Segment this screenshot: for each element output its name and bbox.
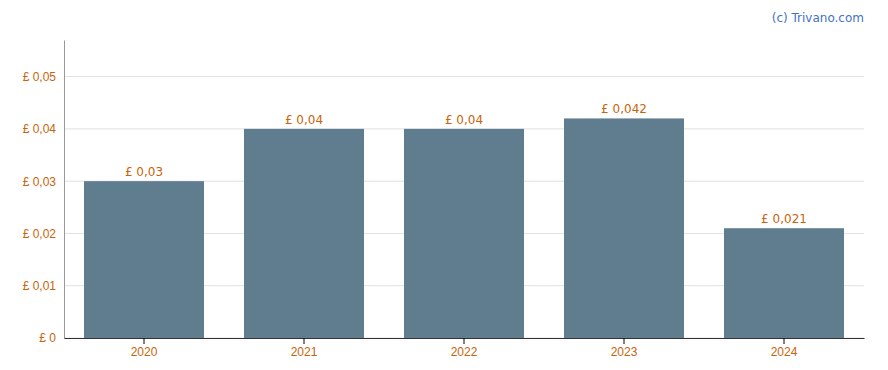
bar	[244, 129, 364, 338]
bar	[724, 228, 844, 338]
y-tick: £ 0,03	[23, 174, 64, 188]
y-tick-label: £ 0	[39, 331, 56, 345]
bar	[564, 118, 684, 338]
x-tick-label: 2024	[771, 345, 798, 359]
x-tick-mark	[624, 338, 625, 344]
y-tick-label: £ 0,03	[23, 174, 57, 188]
bar	[404, 129, 524, 338]
x-tick: 2023	[611, 338, 638, 359]
x-tick-mark	[784, 338, 785, 344]
y-tick-label: £ 0,05	[23, 70, 57, 84]
data-label: £ 0,04	[285, 113, 323, 127]
grid	[64, 77, 864, 338]
annotation: (c) Trivano.com	[772, 11, 864, 25]
y-tick: £ 0,02	[23, 227, 64, 241]
grid-line	[64, 76, 864, 77]
y-tick-label: £ 0,04	[23, 122, 57, 136]
x-axis: 2020 2021 2022 2023 2024	[65, 338, 865, 359]
y-tick: £ 0,04	[23, 122, 64, 136]
y-axis-line	[64, 41, 65, 339]
plot: £ 0£ 0,01£ 0,02£ 0,03£ 0,04£ 0,052020202…	[23, 41, 865, 359]
data-label: £ 0,021	[761, 212, 807, 226]
data-labels: £ 0,03 £ 0,04 £ 0,04 £ 0,042 £ 0,021	[125, 102, 807, 226]
x-tick-mark	[304, 338, 305, 344]
x-tick-label: 2021	[291, 345, 318, 359]
x-tick-label: 2022	[451, 345, 478, 359]
x-tick-label: 2023	[611, 345, 638, 359]
data-label: £ 0,04	[445, 113, 483, 127]
x-tick-mark	[144, 338, 145, 344]
x-tick: 2022	[451, 338, 478, 359]
y-axis: £ 0 £ 0,01 £ 0,02 £ 0,03 £ 0,04 £ 0,05	[23, 41, 65, 346]
chart: £ 0£ 0,01£ 0,02£ 0,03£ 0,04£ 0,052020202…	[0, 0, 888, 370]
y-tick: £ 0	[39, 331, 64, 345]
y-tick: £ 0,01	[23, 279, 64, 293]
bar	[84, 181, 204, 338]
x-tick: 2020	[131, 338, 158, 359]
x-tick-mark	[464, 338, 465, 344]
data-label: £ 0,042	[601, 102, 647, 116]
y-tick: £ 0,05	[23, 70, 64, 84]
x-tick-label: 2020	[131, 345, 158, 359]
x-tick: 2024	[771, 338, 798, 359]
y-tick-label: £ 0,01	[23, 279, 57, 293]
bars	[84, 118, 844, 338]
x-tick: 2021	[291, 338, 318, 359]
data-label: £ 0,03	[125, 165, 163, 179]
y-tick-label: £ 0,02	[23, 227, 57, 241]
